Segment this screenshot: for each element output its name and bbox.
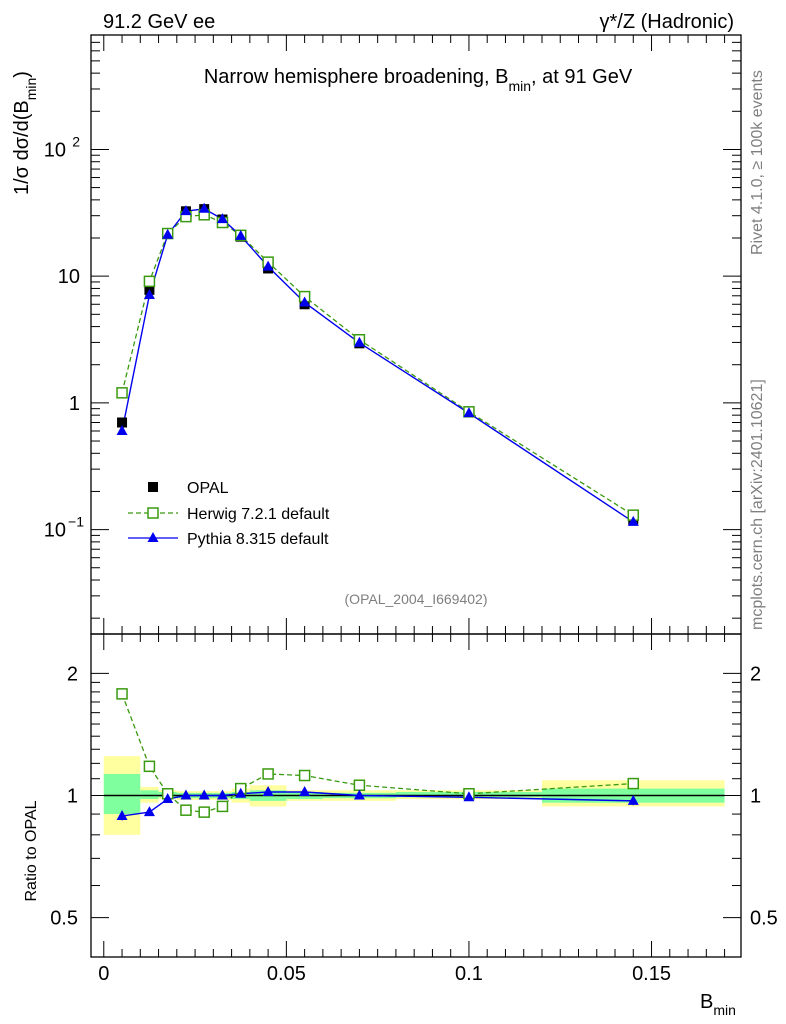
pythia-point	[180, 205, 192, 216]
herwig-ratio-point	[216, 800, 229, 813]
herwig-line	[121, 214, 634, 516]
ratio-tick-label-right: 0.5	[750, 908, 778, 930]
pythia-point	[463, 407, 475, 418]
legend-marker	[148, 482, 158, 492]
pythia-ratio-point	[143, 806, 155, 817]
header-left: 91.2 GeV ee	[103, 11, 215, 33]
pythia-ratio-point	[116, 810, 128, 821]
ratio-tick-label-left: 2	[67, 663, 78, 685]
legend-label: OPAL	[187, 480, 229, 497]
x-tick-label: 0.05	[267, 963, 306, 985]
herwig-ratio-point	[262, 768, 274, 780]
pythia-point	[353, 336, 365, 347]
legend-marker	[147, 507, 159, 519]
y-tick-label: 1	[69, 393, 80, 415]
pythia-point	[198, 202, 210, 213]
y-tick-label: 10	[44, 520, 66, 542]
legend-marker	[147, 532, 159, 542]
pythia-ratio-point	[216, 789, 228, 800]
legend: OPAL Herwig 7.2.1 default Pythia 8.315 def…	[128, 480, 330, 548]
y-tick-label: 10	[58, 266, 80, 288]
ratio-band-green	[103, 773, 141, 815]
pythia-ratio-point	[198, 789, 210, 800]
pythia-line	[121, 208, 634, 523]
analysis-tag: (OPAL_2004_I669402)	[345, 591, 488, 607]
main-series-layer	[116, 202, 640, 526]
pythia-point	[116, 424, 128, 435]
herwig-ratio-point	[143, 760, 156, 773]
header-right: γ*/Z (Hadronic)	[600, 11, 734, 33]
chart-title: Narrow hemisphere broadening, Bmin, at 9…	[204, 66, 633, 94]
herwig-ratio-point	[298, 769, 311, 782]
y-tick-exponent: 2	[72, 133, 80, 149]
pythia-point	[216, 213, 228, 224]
herwig-ratio-point	[180, 804, 192, 816]
herwig-point	[143, 275, 156, 288]
ratio-series-layer	[116, 688, 640, 821]
y-axis-label-tail: )	[11, 71, 33, 78]
ratio-y-axis-label: Ratio to OPAL	[23, 800, 40, 901]
pythia-ratio-point	[162, 793, 174, 804]
pythia-ratio-point	[180, 789, 192, 800]
chart-title-sub: min	[508, 78, 531, 94]
herwig-ratio-point	[627, 777, 640, 790]
herwig-ratio-point	[198, 806, 210, 818]
y-axis-label: 1/σ dσ/d(Bmin)	[11, 71, 39, 195]
pythia-ratio-point	[235, 787, 247, 798]
ratio-tick-label-right: 2	[750, 663, 761, 685]
pythia-point	[235, 229, 247, 240]
chart-title-tail: , at 91 GeV	[531, 66, 633, 88]
mcplots-label: mcplots.cern.ch [arXiv:2401.10621]	[749, 379, 766, 630]
x-axis-label-sub: min	[713, 1002, 736, 1018]
x-axis-label: Bmin	[700, 991, 736, 1018]
x-tick-label: 0.15	[632, 963, 671, 985]
y-tick-label: 10	[44, 139, 66, 161]
ratio-tick-label-right: 1	[750, 786, 761, 808]
pythia-point	[262, 260, 274, 271]
ratio-band-green	[140, 790, 159, 800]
opal-point	[117, 417, 128, 428]
pythia-point	[143, 289, 155, 300]
y-axis-label-sub: min	[23, 78, 39, 101]
x-tick-label: 0	[98, 963, 109, 985]
chart-title-main: Narrow hemisphere broadening, B	[204, 66, 509, 88]
pythia-point	[162, 228, 174, 239]
pythia-ratio-point	[353, 789, 365, 800]
rivet-version-label: Rivet 4.1.0, ≥ 100k events	[749, 70, 766, 255]
legend-label: Herwig 7.2.1 default	[187, 506, 330, 523]
y-tick-exponent: −1	[68, 514, 84, 530]
pythia-point	[299, 296, 311, 307]
x-axis-label-main: B	[700, 991, 713, 1013]
herwig-ratio-point	[116, 688, 128, 700]
pythia-ratio-point	[463, 791, 475, 802]
legend-label: Pythia 8.315 default	[187, 531, 329, 548]
pythia-ratio-point	[627, 794, 639, 805]
herwig-point	[116, 387, 128, 399]
y-axis-label-main: 1/σ dσ/d(B	[11, 100, 33, 195]
pythia-point	[627, 515, 639, 526]
herwig-ratio-point	[353, 779, 366, 791]
pythia-ratio-point	[262, 786, 274, 797]
pythia-ratio-point	[299, 786, 311, 797]
x-tick-label: 0.1	[455, 963, 483, 985]
ratio-tick-label-left: 0.5	[50, 908, 78, 930]
ratio-tick-label-left: 1	[67, 786, 78, 808]
